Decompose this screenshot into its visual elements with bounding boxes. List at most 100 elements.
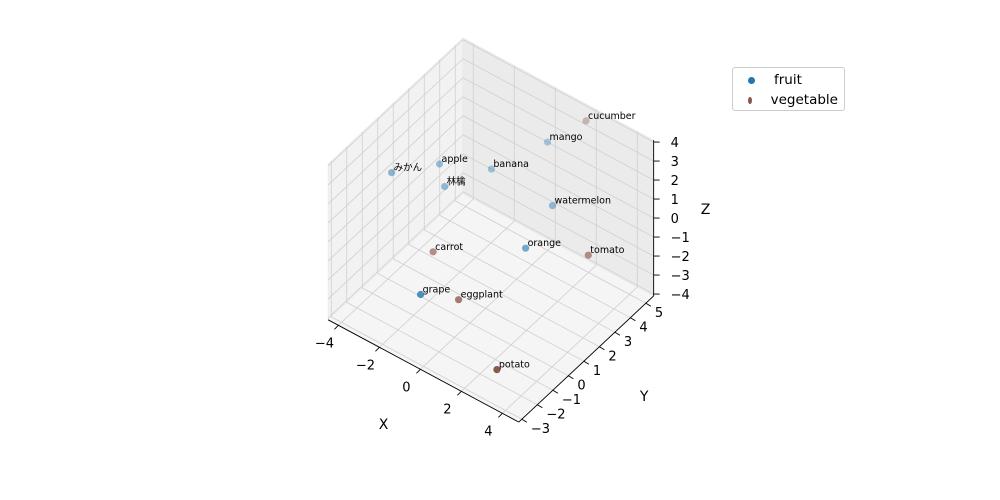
z-axis-label: Z [701,202,711,218]
legend-item-fruit: fruit [739,70,838,90]
gridline-z-back [462,134,654,238]
x-tick-mark [457,390,462,396]
gridline-z-side [327,77,464,205]
y-tick-label: −3 [531,422,550,437]
z-tick-label: 1 [671,193,679,208]
x-tick-label: 0 [402,380,410,395]
point-label: banana [493,159,529,170]
z-tick-label: −1 [671,231,690,246]
y-tick-label: 0 [577,379,585,394]
y-tick-label: 3 [624,335,632,350]
data-point-fruit [522,244,530,252]
data-point-vegetable [582,117,590,125]
y-tick-label: 4 [639,321,647,336]
gridline-z-back [462,153,654,257]
y-tick-mark [630,317,636,322]
x-tick-mark [375,346,380,352]
gridline-z-side [327,172,464,300]
gridline-x-floor [338,198,474,326]
gridline-z-back [462,39,654,143]
gridline-y-floor [424,229,616,333]
x-tick-label: −4 [315,336,334,351]
legend-marker-vegetable [748,96,752,104]
point-label: grape [423,285,451,296]
gridline-y-floor [393,258,585,362]
y-tick-mark [521,418,528,423]
y-tick-mark [599,346,605,351]
z-tick-label: −2 [671,250,690,265]
z-tick-label: −4 [671,288,690,303]
z-tick-label: 0 [671,212,679,227]
gridline-y-floor [331,316,523,420]
y-tick-label: −1 [562,393,581,408]
data-point-fruit [548,202,557,210]
gridline-z-back [462,77,654,181]
data-point-fruit [388,169,396,177]
gridline-y-floor [455,200,647,304]
gridline-z-side [327,191,464,319]
point-label: tomato [590,245,624,256]
y-tick-mark [645,302,652,307]
x-tick-label: 4 [484,424,492,439]
x-tick-mark [416,368,421,374]
data-point-vegetable [493,366,501,374]
gridline-y-floor [408,244,600,348]
gridline-z-side [327,115,464,243]
point-label: carrot [435,242,463,253]
gridline-z-side [327,134,464,262]
y-tick-mark [537,404,543,409]
point-label: watermelon [555,196,611,207]
z-tick-label: 4 [671,136,679,151]
x-tick-label: 2 [443,402,451,417]
gridline-z-side [327,58,464,186]
gridline-y-floor [377,273,569,377]
y-tick-label: 2 [608,350,616,365]
gridline-z-back [462,58,654,162]
point-label: みかん [394,163,423,174]
gridline-x-floor [502,286,638,414]
data-point-vegetable [584,251,592,259]
gridline-y-floor [439,215,631,319]
y-axis-label: Y [639,389,649,405]
gridline-z-side [327,153,464,281]
gridline-y-floor [362,287,554,391]
data-point-fruit [543,138,552,146]
chart-legend: fruit vegetable [732,67,845,111]
x-tick-mark [498,412,503,418]
x-tick-mark [334,324,339,330]
y-tick-mark [568,375,574,380]
gridline-y-floor [346,302,538,406]
legend-label-fruit: fruit [774,72,802,88]
y-tick-label: 1 [593,364,601,379]
y-tick-mark [583,360,590,365]
y-tick-mark [552,389,559,394]
legend-marker-fruit [748,76,755,84]
point-label: 林檎 [447,176,467,188]
data-point-fruit [441,182,449,191]
gridline-x-floor [379,220,515,348]
gridline-z-back [462,172,654,276]
y-tick-mark [614,331,621,336]
gridline-x-floor [461,264,597,392]
gridline-z-side [327,39,464,167]
z-tick-label: 3 [671,155,679,170]
x-axis-label: X [379,417,389,433]
point-label: potato [499,360,530,371]
x-axis-line [327,319,520,423]
point-label: cucumber [588,111,636,122]
point-label: orange [528,238,562,249]
point-label: mango [550,132,583,143]
data-point-fruit [487,165,495,173]
gridline-x-floor [420,242,556,370]
data-point-fruit [435,160,444,168]
data-point-fruit [417,290,425,299]
data-point-vegetable [455,296,463,304]
point-label: eggplant [461,290,503,301]
gridline-z-back [462,115,654,219]
legend-label-vegetable: vegetable [770,92,838,108]
y-tick-label: −2 [546,408,565,423]
gridline-z-side [327,96,464,224]
y-axis-line [518,295,654,423]
